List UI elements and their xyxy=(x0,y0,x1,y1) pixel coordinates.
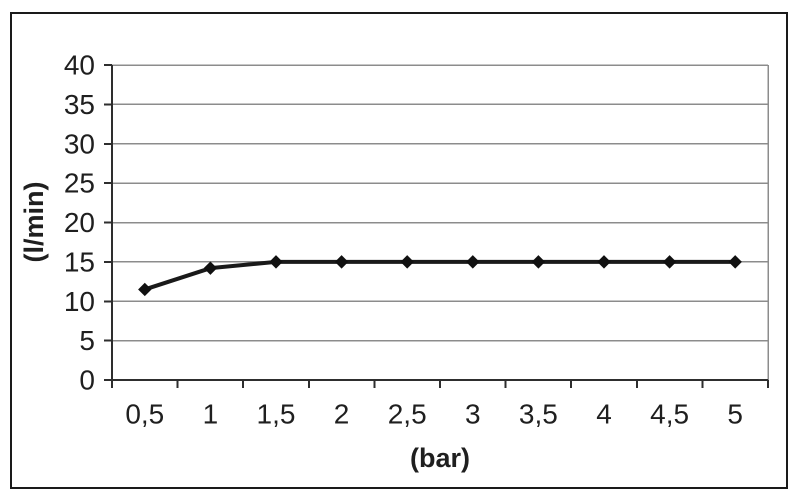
x-tick-labels: 0,5 1 1,5 2 2,5 3 3,5 4 4,5 5 xyxy=(125,399,743,430)
y-tick-label: 25 xyxy=(64,168,95,199)
data-point-marker xyxy=(400,255,414,269)
data-point-marker xyxy=(334,255,349,269)
x-tick-label: 5 xyxy=(727,399,743,430)
data-point-marker xyxy=(728,255,742,269)
y-axis-title: (l/min) xyxy=(19,182,49,263)
x-tick-label: 3,5 xyxy=(519,399,558,430)
data-point-marker xyxy=(662,255,677,269)
x-tick-label: 0,5 xyxy=(125,399,164,430)
data-point-marker xyxy=(138,282,152,297)
gridlines-layer xyxy=(112,64,769,380)
data-point-marker xyxy=(466,255,480,269)
data-point-marker xyxy=(531,255,546,269)
y-tick-labels: 0 5 10 15 20 25 30 35 40 xyxy=(64,50,95,396)
y-tick-label: 5 xyxy=(79,325,95,356)
x-tick-label: 1,5 xyxy=(257,399,296,430)
x-tick-label: 4 xyxy=(596,399,612,430)
x-tick-label: 3 xyxy=(465,399,481,430)
chart-frame-border xyxy=(10,12,788,489)
data-series-layer xyxy=(138,255,742,297)
y-tick-label: 40 xyxy=(64,50,95,81)
series-line xyxy=(142,259,738,292)
data-point-marker xyxy=(597,255,611,269)
x-tick-label: 2 xyxy=(334,399,350,430)
y-tick-label: 20 xyxy=(64,207,95,238)
x-tick-label: 2,5 xyxy=(388,399,427,430)
y-tick-label: 30 xyxy=(64,128,95,159)
x-tick-label: 1 xyxy=(203,399,219,430)
y-tick-label: 35 xyxy=(64,89,95,120)
y-tick-label: 10 xyxy=(64,286,95,317)
x-tick-label: 4,5 xyxy=(650,399,689,430)
data-point-marker xyxy=(203,261,218,275)
x-axis-title: (bar) xyxy=(410,443,470,473)
y-tick-label: 0 xyxy=(79,365,95,396)
y-tick-label: 15 xyxy=(64,246,95,277)
data-point-marker xyxy=(269,255,283,269)
tick-marks-layer xyxy=(104,64,769,388)
